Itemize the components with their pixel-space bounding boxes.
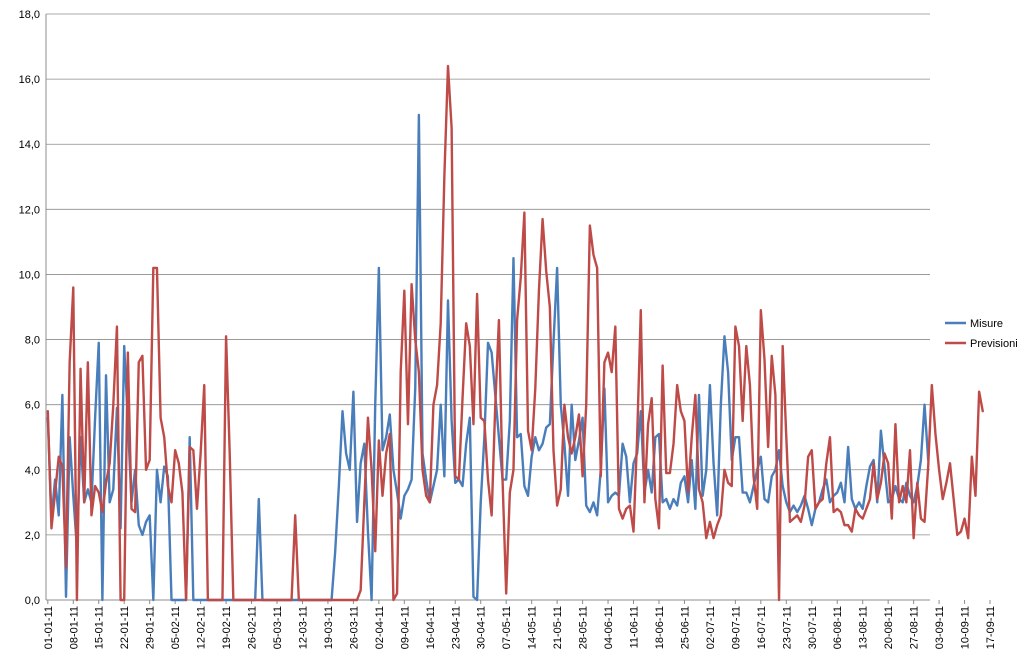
x-tick-label: 02-04-11 xyxy=(374,606,386,649)
y-tick-label: 6,0 xyxy=(25,400,40,412)
x-tick-label: 14-05-11 xyxy=(527,606,539,649)
x-tick-label: 16-07-11 xyxy=(756,606,768,649)
x-tick-label: 22-01-11 xyxy=(119,606,131,649)
x-tick-label: 12-03-11 xyxy=(297,606,309,649)
legend-label-misure: Misure xyxy=(970,318,1003,330)
x-tick-label: 08-01-11 xyxy=(68,606,80,649)
y-tick-label: 0,0 xyxy=(25,595,40,607)
x-tick-label: 19-03-11 xyxy=(323,606,335,649)
x-tick-label: 20-08-11 xyxy=(883,606,895,649)
x-tick-label: 19-02-11 xyxy=(221,606,233,649)
x-tick-label: 17-09-11 xyxy=(985,606,997,649)
y-tick-label: 14,0 xyxy=(19,139,40,151)
x-tick-label: 13-08-11 xyxy=(858,606,870,649)
x-tick-label: 26-03-11 xyxy=(348,606,360,649)
y-tick-label: 12,0 xyxy=(19,204,40,216)
x-tick-label: 23-04-11 xyxy=(450,606,462,649)
x-axis-ticks: 01-01-11 08-01-11 15-01-11 22-01-11 29-01-11… xyxy=(43,600,997,649)
y-axis-ticks: 0,0 2,0 4,0 6,0 8,0 10,0 12,0 14,0 16,0 18,0 xyxy=(19,9,40,607)
y-tick-label: 10,0 xyxy=(19,269,40,281)
series-lines xyxy=(46,64,984,602)
y-gridlines xyxy=(46,13,930,536)
x-tick-label: 01-01-11 xyxy=(43,606,55,649)
x-tick-label: 30-07-11 xyxy=(807,606,819,649)
x-tick-label: 05-03-11 xyxy=(272,606,284,649)
y-tick-label: 16,0 xyxy=(19,74,40,86)
x-tick-label: 10-09-11 xyxy=(960,606,972,649)
x-tick-label: 05-02-11 xyxy=(170,606,182,649)
y-tick-label: 18,0 xyxy=(19,9,40,21)
x-tick-label: 04-06-11 xyxy=(603,606,615,649)
x-tick-label: 03-09-11 xyxy=(934,606,946,649)
legend: Misure Previsioni xyxy=(945,318,1018,350)
x-tick-label: 09-04-11 xyxy=(399,606,411,649)
x-tick-label: 25-06-11 xyxy=(679,606,691,649)
x-tick-label: 29-01-11 xyxy=(145,606,157,649)
series-line-misure xyxy=(46,113,930,602)
x-tick-label: 28-05-11 xyxy=(578,606,590,649)
x-tick-label: 27-08-11 xyxy=(909,606,921,649)
x-tick-label: 15-01-11 xyxy=(94,606,106,649)
x-tick-label: 06-08-11 xyxy=(832,606,844,649)
y-tick-label: 8,0 xyxy=(25,335,40,347)
x-tick-label: 21-05-11 xyxy=(552,606,564,649)
x-tick-label: 07-05-11 xyxy=(501,606,513,649)
x-tick-label: 30-04-11 xyxy=(476,606,488,649)
y-tick-label: 4,0 xyxy=(25,465,40,477)
x-tick-label: 26-02-11 xyxy=(247,606,259,649)
x-tick-label: 09-07-11 xyxy=(730,606,742,649)
x-tick-label: 12-02-11 xyxy=(196,606,208,649)
legend-label-previsioni: Previsioni xyxy=(970,338,1018,350)
x-tick-label: 02-07-11 xyxy=(705,606,717,649)
x-tick-label: 11-06-11 xyxy=(629,606,641,648)
y-tick-label: 2,0 xyxy=(25,530,40,542)
x-tick-label: 16-04-11 xyxy=(425,606,437,649)
x-tick-label: 23-07-11 xyxy=(781,606,793,649)
series-line-previsioni xyxy=(46,64,984,602)
x-tick-label: 18-06-11 xyxy=(654,606,666,649)
